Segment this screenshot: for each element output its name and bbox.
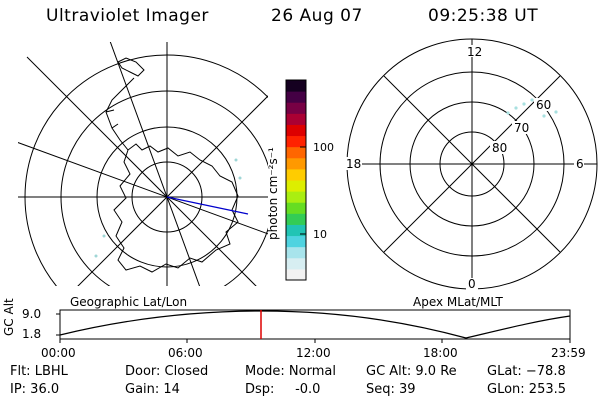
- mode-value: Mode: Normal: [245, 364, 336, 379]
- colorbar-segment: [286, 168, 306, 181]
- colorbar-segment: [286, 235, 306, 248]
- mlt-label-6: 6: [576, 157, 584, 171]
- colorbar-segment: [286, 124, 306, 137]
- instrument-title: Ultraviolet Imager: [46, 6, 209, 26]
- colorbar-segment: [286, 224, 306, 237]
- image-time: 09:25:38 UT: [428, 6, 539, 26]
- colorbar-frame: [285, 79, 307, 281]
- sequence-value: Seq: 39: [366, 382, 416, 397]
- altitude-plot: [56, 309, 571, 343]
- colorbar-segment: [286, 268, 306, 281]
- altitude-plot-frame: [59, 309, 571, 340]
- mlat-label-80: 80: [492, 141, 507, 155]
- geographic-latitude: GLat: −78.8: [487, 364, 566, 379]
- colorbar-tick-100: 100: [313, 141, 334, 154]
- mlat-label-60: 60: [536, 98, 551, 112]
- colorbar-segment: [286, 213, 306, 225]
- mlt-label-18: 18: [346, 157, 361, 171]
- colorbar-segment: [286, 80, 306, 92]
- time-tick-1200: 12:00: [296, 346, 331, 360]
- mlt-diagonal-line: [383, 75, 561, 253]
- colorbar-segment: [286, 257, 306, 270]
- ip-value: IP: 36.0: [10, 382, 60, 397]
- colorbar-unit-label: photon cm⁻²s⁻¹: [266, 147, 280, 240]
- colorbar-tick-10: 10: [313, 228, 327, 241]
- apex-map-label: Apex MLat/MLT: [413, 295, 503, 309]
- geographic-longitude: GLon: 253.5: [487, 382, 567, 397]
- apex-polar-plot: [346, 38, 598, 290]
- gain-value: Gain: 14: [125, 382, 180, 397]
- colorbar-segment: [286, 157, 306, 170]
- door-status: Door: Closed: [125, 364, 209, 379]
- time-tick-0000: 00:00: [41, 346, 76, 360]
- time-tick-0600: 06:00: [168, 346, 203, 360]
- mlt-label-0: 0: [468, 277, 476, 291]
- mlt-12-bg: [465, 45, 481, 57]
- colorbar-segment: [286, 102, 306, 114]
- antarctica-coastline: [113, 143, 239, 273]
- colorbar-segment: [286, 146, 306, 159]
- colorbar-segment: [286, 113, 306, 125]
- gc-altitude-value: GC Alt: 9.0 Re: [366, 364, 457, 379]
- time-tick-2359: 23:59: [551, 346, 586, 360]
- colorbar-segment: [286, 191, 306, 203]
- dsp-value: Dsp: -0.0: [245, 382, 321, 397]
- filter-value: Flt: LBHL: [10, 364, 68, 379]
- altitude-y-bottom: 1.8: [22, 327, 42, 341]
- colorbar-segment: [286, 246, 306, 259]
- colorbar-segment: [286, 91, 306, 103]
- image-date: 26 Aug 07: [271, 6, 363, 26]
- intensity-colorbar: [286, 80, 306, 281]
- colorbar-segment: [286, 135, 306, 148]
- geographic-map-label: Geographic Lat/Lon: [70, 295, 188, 309]
- altitude-y-axis-label: GC Alt: [2, 298, 16, 336]
- altitude-y-top: 9.0: [22, 307, 42, 321]
- mlat-label-70: 70: [514, 121, 529, 135]
- satellite-track-line: [166, 196, 249, 215]
- altitude-curve: [59, 310, 571, 339]
- colorbar-segment: [286, 202, 306, 214]
- peninsula-coastline: [105, 77, 135, 151]
- time-tick-1800: 18:00: [423, 346, 458, 360]
- mlt-label-12: 12: [467, 45, 482, 59]
- colorbar-segment: [286, 180, 306, 192]
- south-america-coastline: [117, 57, 145, 77]
